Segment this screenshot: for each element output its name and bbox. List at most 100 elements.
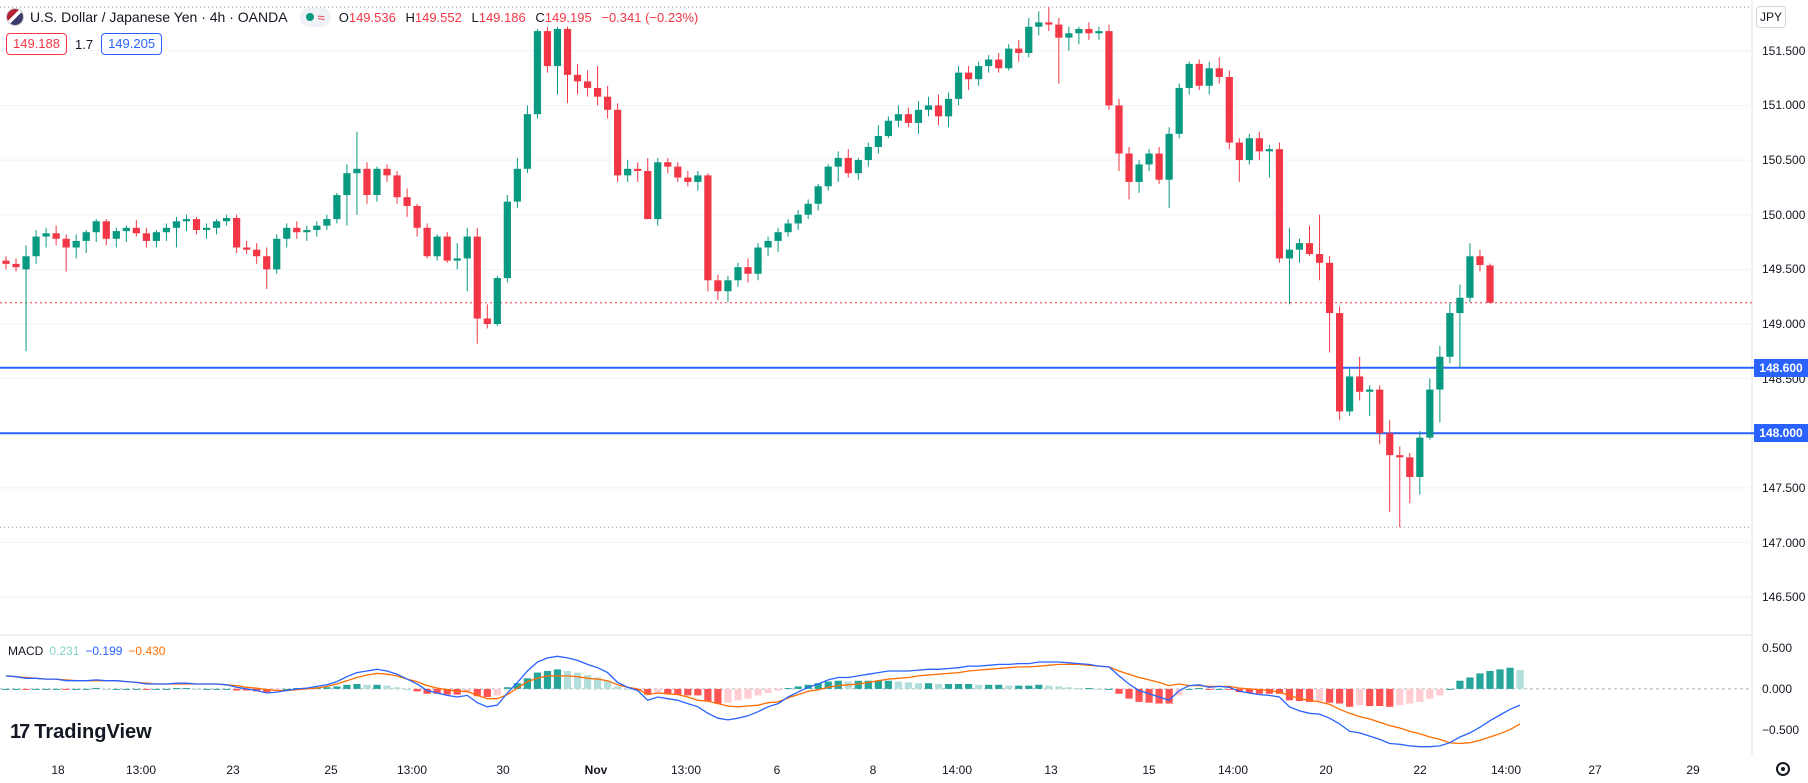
candle-body [1135, 164, 1143, 182]
candle-body [2, 260, 10, 264]
candle-body [704, 175, 712, 281]
candle-body [523, 114, 532, 169]
tradingview-brand[interactable]: 17 TradingView [10, 721, 152, 744]
market-status-pill[interactable]: ≈ [299, 7, 331, 27]
candle-body [1416, 437, 1424, 477]
price-axis-label: 149.500 [1762, 262, 1806, 277]
candle-body [804, 203, 812, 215]
candle-body [1045, 22, 1053, 25]
macd-hist-bar [1386, 688, 1394, 707]
candle-body [273, 238, 281, 270]
macd-hist-bar [824, 681, 832, 689]
macd-hist-bar [1155, 688, 1163, 704]
spread-value: 1.7 [75, 36, 94, 52]
candle-body [985, 59, 993, 67]
candle-body [784, 223, 792, 233]
currency-button[interactable]: JPY [1756, 6, 1786, 28]
candle-body [413, 205, 421, 228]
macd-hist-bar [413, 688, 421, 692]
high-value: 149.552 [414, 9, 462, 25]
candle-body [553, 28, 562, 67]
macd-axis-label: −0.500 [1762, 722, 1800, 737]
close-key: C [535, 9, 545, 25]
candle-body [1476, 256, 1484, 265]
candle-body [403, 197, 411, 206]
macd-hist-bar [192, 688, 201, 690]
candle-body [192, 219, 201, 231]
candle-body [142, 233, 150, 241]
macd-hist-bar [513, 683, 521, 689]
sell-button[interactable]: 149.188 [6, 33, 67, 55]
candle-body [333, 195, 341, 220]
symbol-title[interactable]: U.S. Dollar / Japanese Yen · 4h · OANDA [30, 9, 288, 25]
time-axis-label: 6 [773, 763, 781, 777]
candle-body [1075, 28, 1083, 34]
candle-body [1305, 243, 1314, 255]
candle-body [1255, 138, 1263, 152]
candle-body [92, 221, 100, 233]
time-axis-label: 14:00 [941, 763, 973, 777]
time-axis-label: 22 [1413, 763, 1427, 777]
time-axis-label: 14:00 [1490, 763, 1522, 777]
candle-body [894, 114, 903, 121]
macd-hist-bar [42, 688, 50, 690]
candle-body [22, 256, 30, 270]
macd-hist-bar [1225, 688, 1233, 690]
macd-line [5, 655, 1521, 748]
macd-hist-bar [273, 688, 281, 691]
time-axis-label: Nov [584, 763, 608, 777]
macd-hist-bar [704, 688, 712, 702]
macd-hist-bar [1135, 688, 1143, 702]
macd-hist-bar [433, 688, 441, 694]
macd-hist-bar [1265, 688, 1274, 694]
macd-hist-bar [764, 688, 772, 693]
candle-body [995, 59, 1003, 69]
macd-hist-bar [363, 684, 371, 689]
time-axis-label: 27 [1588, 763, 1602, 777]
price-axis-label: 150.500 [1762, 153, 1806, 168]
candle-body [122, 227, 130, 232]
macd-hist-bar [794, 686, 802, 689]
candle-body [1175, 87, 1183, 134]
macd-hist-bar [964, 684, 973, 689]
macd-hist-bar [754, 688, 762, 696]
candle-body [1466, 256, 1474, 298]
macd-hist-bar [634, 688, 642, 691]
candle-body [764, 240, 772, 248]
candle-body [493, 278, 501, 324]
macd-hist-bar [854, 680, 862, 689]
candle-body [253, 249, 261, 257]
candle-body [32, 236, 40, 257]
candle-body [1095, 31, 1103, 34]
candle-body [573, 74, 582, 82]
candle-body [724, 280, 732, 292]
macd-hist-bar [1145, 688, 1153, 703]
candle-body [834, 157, 842, 167]
candle-body [774, 232, 782, 241]
usd-jpy-flag-icon [6, 8, 24, 26]
time-axis-label: 13:00 [670, 763, 702, 777]
candle-body [62, 238, 70, 248]
candle-body [52, 233, 60, 239]
buy-button[interactable]: 149.205 [101, 33, 163, 55]
ohlc-readout: O149.536 H149.552 L149.186 C149.195 −0.3… [339, 10, 705, 25]
macd-hist-bar [1175, 688, 1183, 696]
candle-body [1105, 31, 1113, 106]
macd-hist-bar [473, 688, 481, 697]
symbol-header[interactable]: U.S. Dollar / Japanese Yen · 4h · OANDA … [0, 6, 704, 28]
macd-legend[interactable]: MACD 0.231 −0.199 −0.430 [8, 644, 165, 658]
macd-hist-bar [1396, 688, 1404, 706]
macd-hist-bar [1125, 688, 1133, 699]
macd-hist-bar [1245, 688, 1253, 693]
settings-gear-icon[interactable] [1776, 762, 1790, 776]
macd-hist-bar [243, 688, 251, 691]
candle-body [1456, 297, 1464, 314]
macd-hist-bar [1095, 688, 1103, 690]
candle-body [924, 105, 933, 110]
candle-body [343, 173, 351, 196]
macd-hist-bar [1065, 687, 1073, 689]
candle-body [854, 160, 862, 174]
hline-label-upper[interactable]: 148.600 [1754, 358, 1808, 377]
hline-label-lower[interactable]: 148.000 [1754, 424, 1808, 443]
